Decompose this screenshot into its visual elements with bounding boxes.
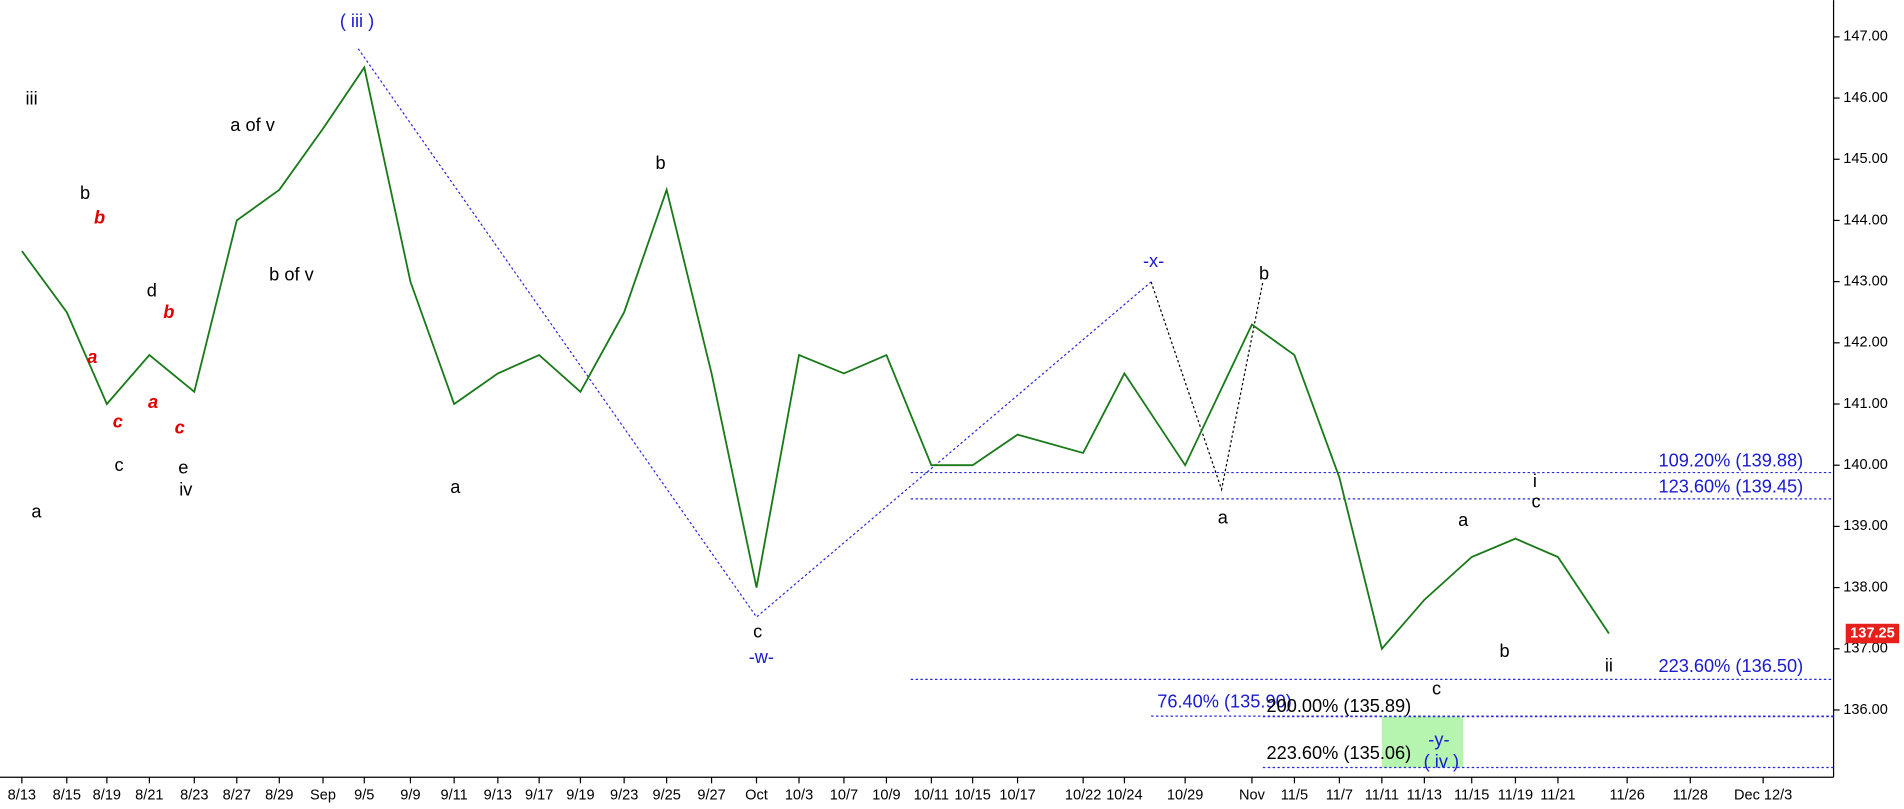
x-tick-label: 9/19 xyxy=(566,787,594,803)
wave-label: b xyxy=(656,153,666,173)
wave-label: i xyxy=(1533,471,1537,491)
x-tick-label: 8/27 xyxy=(223,787,251,803)
x-tick-label: 11/19 xyxy=(1498,787,1533,803)
y-tick-label: 147.00 xyxy=(1843,29,1888,45)
x-tick-label: 10/3 xyxy=(785,787,813,803)
y-tick-label: 143.00 xyxy=(1843,273,1888,289)
wave-label: a xyxy=(450,477,461,497)
x-tick-label: 11/28 xyxy=(1673,787,1708,803)
fib-label: 223.60% (136.50) xyxy=(1658,656,1803,676)
fib-label: 200.00% (135.89) xyxy=(1267,696,1412,716)
x-tick-label: 11/11 xyxy=(1365,787,1399,803)
wave-label: ( iv ) xyxy=(1424,752,1459,772)
x-tick-label: 11/7 xyxy=(1326,787,1353,803)
x-tick-label: 8/21 xyxy=(135,787,163,803)
x-tick-label: Oct xyxy=(745,787,768,803)
y-tick-label: 141.00 xyxy=(1843,396,1888,412)
x-tick-label: 11/21 xyxy=(1540,787,1575,803)
x-tick-label: 8/29 xyxy=(265,787,293,803)
x-tick-label: 10/24 xyxy=(1106,787,1142,803)
wave-label: ( iii ) xyxy=(340,11,374,31)
target-zone xyxy=(1381,716,1464,768)
y-tick-label: 142.00 xyxy=(1843,335,1888,351)
x-tick-label: 10/17 xyxy=(999,787,1035,803)
x-tick-label: 8/15 xyxy=(53,787,81,803)
x-tick-label: 9/23 xyxy=(610,787,638,803)
last-price-label: 137.25 xyxy=(1850,625,1895,641)
x-tick-label: 9/11 xyxy=(441,787,468,803)
wave-label: b xyxy=(94,208,105,228)
x-tick-label: Sep xyxy=(310,787,336,803)
x-tick-label: 10/15 xyxy=(954,787,990,803)
y-tick-label: 140.00 xyxy=(1843,457,1888,473)
wave-label: b xyxy=(1259,263,1269,283)
wave-label: -w- xyxy=(749,647,774,667)
wave-label: a xyxy=(31,501,42,521)
x-tick-label: 11/26 xyxy=(1609,787,1644,803)
x-tick-label: 8/19 xyxy=(93,787,121,803)
x-tick-label: 11/15 xyxy=(1454,787,1489,803)
trend-line xyxy=(1150,281,1264,492)
y-tick-label: 137.00 xyxy=(1843,641,1888,657)
y-tick-label: 139.00 xyxy=(1843,518,1888,534)
wave-label: ii xyxy=(1605,656,1613,676)
y-tick-label: 145.00 xyxy=(1843,151,1888,167)
wave-label: b of v xyxy=(269,265,314,285)
x-tick-label: 11/5 xyxy=(1281,787,1308,803)
wave-label: c xyxy=(1532,492,1541,512)
trend-line xyxy=(357,48,1152,618)
x-tick-label: 9/5 xyxy=(354,787,374,803)
y-tick-label: 138.00 xyxy=(1843,579,1888,595)
x-tick-label: 8/23 xyxy=(180,787,208,803)
wave-label: b xyxy=(163,302,174,322)
fib-label: 109.20% (139.88) xyxy=(1658,450,1803,470)
y-tick-label: 144.00 xyxy=(1843,212,1888,228)
x-tick-label: 10/7 xyxy=(830,787,858,803)
x-tick-label: 10/11 xyxy=(914,787,949,803)
wave-label: -y- xyxy=(1428,730,1449,750)
x-tick-label: 11/13 xyxy=(1407,787,1442,803)
y-tick-label: 146.00 xyxy=(1843,90,1888,106)
price-line xyxy=(21,65,1610,651)
wave-label: a xyxy=(1218,507,1229,527)
x-tick-label: 9/27 xyxy=(697,787,725,803)
wave-label: iii xyxy=(26,89,38,109)
fib-label: 223.60% (135.06) xyxy=(1267,743,1412,763)
wave-label: -x- xyxy=(1143,251,1164,271)
x-tick-label: 10/9 xyxy=(872,787,900,803)
wave-label: b xyxy=(1499,641,1509,661)
x-tick-label: 9/17 xyxy=(525,787,553,803)
fib-label: 123.60% (139.45) xyxy=(1658,477,1803,497)
x-tick-label: 8/13 xyxy=(8,787,36,803)
wave-label: a of v xyxy=(230,115,275,135)
last-price-box xyxy=(1845,623,1900,644)
wave-label: iv xyxy=(179,480,193,500)
x-tick-label: 9/13 xyxy=(484,787,512,803)
wave-label: d xyxy=(147,280,157,300)
fib-label: 76.40% (135.90) xyxy=(1157,692,1292,712)
wave-label: a xyxy=(87,347,97,367)
wave-label: a xyxy=(148,392,158,412)
wave-label: e xyxy=(178,458,188,478)
x-tick-label: 9/25 xyxy=(652,787,680,803)
wave-label: c xyxy=(175,418,185,438)
wave-label: b xyxy=(80,183,90,203)
wave-label: a xyxy=(1458,510,1469,530)
x-tick-label: 10/22 xyxy=(1065,787,1101,803)
wave-label: c xyxy=(113,412,123,432)
wave-label: c xyxy=(114,455,123,475)
wave-label: c xyxy=(1432,679,1441,699)
x-tick-label: Nov xyxy=(1239,787,1266,803)
x-tick-label: 10/29 xyxy=(1167,787,1203,803)
wave-label: c xyxy=(753,622,762,642)
x-tick-label: Dec 12/3 xyxy=(1734,787,1792,803)
x-tick-label: 9/9 xyxy=(400,787,420,803)
y-tick-label: 136.00 xyxy=(1843,702,1888,718)
